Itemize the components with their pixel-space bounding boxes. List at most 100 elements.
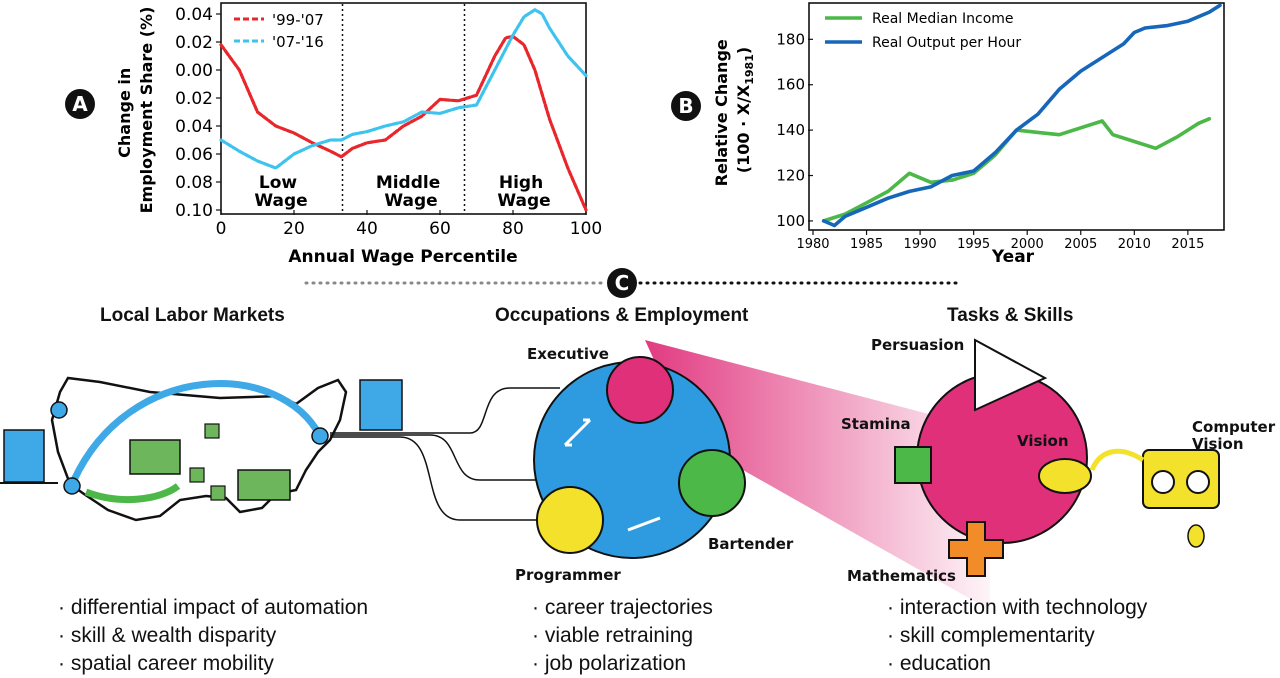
legend-label-a-1: '07-'16 xyxy=(272,33,324,51)
us-map-illustration xyxy=(0,376,403,522)
panel-b: B Relative Change (100 · X/X1981) 100 120… xyxy=(671,2,1225,267)
panel-a: A Change in Employment Share (%) 0.040.0… xyxy=(65,2,602,267)
x-tick-label: 40 xyxy=(356,219,378,239)
y-tick-label: 120 xyxy=(776,167,805,185)
x-tick-label: 2015 xyxy=(1171,237,1204,252)
bullet-item: · differential impact of automation xyxy=(58,596,369,619)
zone-middle-line2: Wage xyxy=(384,191,437,211)
x-tick-label: 1990 xyxy=(904,237,937,252)
map-square xyxy=(210,485,226,501)
y-tick-label: 140 xyxy=(776,121,805,139)
bullet-item: · viable retraining xyxy=(532,624,694,647)
series-line-0 xyxy=(219,34,588,212)
y-tick-labels: 0.04 0.02 0.00 0.02 0.04 0.06 0.08 0.10 xyxy=(175,5,221,221)
section-title-tasks-skills: Tasks & Skills xyxy=(947,305,1074,326)
bullet-item: · skill complementarity xyxy=(887,624,1095,647)
focus-beam xyxy=(645,340,990,610)
label-vision: Vision xyxy=(1017,432,1069,450)
y-tick-label: 0.00 xyxy=(175,61,213,81)
zone-middle-label: Middle Wage xyxy=(376,173,446,211)
chart-a-legend: '99-'07 '07-'16 xyxy=(234,11,324,51)
camera-lens-icon xyxy=(1186,470,1210,494)
programmer-avatar xyxy=(536,486,604,554)
chart-b-frame xyxy=(808,2,1225,231)
persuasion-icon xyxy=(974,338,1048,412)
x-tick-label: 1985 xyxy=(850,237,883,252)
x-tick-label: 0 xyxy=(216,219,227,239)
label-mathematics: Mathematics xyxy=(847,567,956,585)
city-buildings-right-icon xyxy=(359,379,403,431)
panel-b-badge-letter: B xyxy=(678,94,693,118)
series-line-1 xyxy=(219,8,588,170)
y-axis-label: Change in Employment Share (%) xyxy=(115,7,156,214)
vision-eye-icon xyxy=(1038,458,1092,494)
y-tick-label: 0.04 xyxy=(175,117,213,137)
y-tick-label: 180 xyxy=(776,30,805,48)
connector-line xyxy=(330,434,540,481)
bullet-list-local-labor: · differential impact of automation · sk… xyxy=(58,594,368,678)
y-axis-label-line2: Employment Share (%) xyxy=(137,7,156,214)
legend-label-b-1: Real Output per Hour xyxy=(872,35,1021,51)
y-axis-label-close: ) xyxy=(734,47,753,54)
x-axis-label: Year xyxy=(991,247,1035,267)
label-executive: Executive xyxy=(527,345,609,363)
x-tick-label: 80 xyxy=(502,219,524,239)
mobility-arc-green xyxy=(84,483,181,504)
x-tick-labels: 1980 1985 1990 1995 2000 2005 2010 2015 xyxy=(796,230,1204,252)
series-line-0 xyxy=(821,117,1212,223)
chart-a-series xyxy=(219,8,588,212)
x-tick-label: 60 xyxy=(429,219,451,239)
bartender-avatar xyxy=(678,449,746,517)
chart-b-series xyxy=(821,3,1222,228)
label-programmer: Programmer xyxy=(515,566,621,584)
x-tick-label: 1980 xyxy=(796,237,829,252)
connector-lines xyxy=(330,387,560,521)
y-tick-labels: 100 120 140 160 180 xyxy=(776,30,813,230)
city-buildings-left-icon xyxy=(3,429,45,483)
x-tick-label: 1995 xyxy=(957,237,990,252)
y-tick-label: 0.04 xyxy=(175,5,213,25)
zone-high-label: High Wage xyxy=(497,173,550,211)
bullet-item: · career trajectories xyxy=(532,596,713,619)
bullet-item: · interaction with technology xyxy=(887,596,1148,619)
panel-c: C xyxy=(0,268,1220,610)
y-tick-label: 0.06 xyxy=(175,145,213,165)
transition-arrow-icon xyxy=(563,418,592,447)
y-axis-label-subscript: 1981 xyxy=(743,54,756,85)
label-computer-vision: Computer Vision xyxy=(1192,419,1275,453)
y-tick-label: 0.02 xyxy=(175,33,213,53)
y-tick-label: 160 xyxy=(776,76,805,94)
x-tick-label: 2005 xyxy=(1064,237,1097,252)
chart-a-frame xyxy=(220,2,587,215)
x-tick-labels: 0 20 40 60 80 100 xyxy=(216,210,602,239)
section-title-local-labor: Local Labor Markets xyxy=(100,305,285,326)
map-node xyxy=(63,477,81,495)
map-square xyxy=(204,423,220,439)
x-tick-label: 2000 xyxy=(1011,237,1044,252)
series-line-1 xyxy=(821,3,1222,228)
chart-b-legend: Real Median Income Real Output per Hour xyxy=(825,11,1021,51)
label-persuasion: Persuasion xyxy=(871,336,965,354)
y-tick-label: 0.02 xyxy=(175,89,213,109)
y-axis-label: Relative Change (100 · X/X1981) xyxy=(712,34,756,187)
x-tick-label: 100 xyxy=(570,219,602,239)
panel-a-badge xyxy=(65,89,95,119)
skills-diagram xyxy=(894,338,1220,577)
x-tick-label: 2010 xyxy=(1118,237,1151,252)
x-tick-label: 20 xyxy=(283,219,305,239)
y-axis-label-line2: (100 · X/X xyxy=(734,84,753,173)
zone-high-line1: High xyxy=(499,173,543,193)
mouse-icon xyxy=(1187,524,1205,548)
bullet-item: · education xyxy=(887,652,991,675)
bullet-item: · skill & wealth disparity xyxy=(58,624,277,647)
panel-c-badge-letter: C xyxy=(615,271,630,295)
occupations-diagram xyxy=(533,340,990,610)
connector-line xyxy=(330,387,560,434)
x-axis-label: Annual Wage Percentile xyxy=(288,247,517,267)
label-stamina: Stamina xyxy=(841,415,911,433)
executive-avatar xyxy=(606,356,674,424)
panel-c-badge xyxy=(607,268,637,298)
bullet-list-tasks-skills: · interaction with technology · skill co… xyxy=(887,594,1147,678)
zone-low-line1: Low xyxy=(259,173,298,193)
